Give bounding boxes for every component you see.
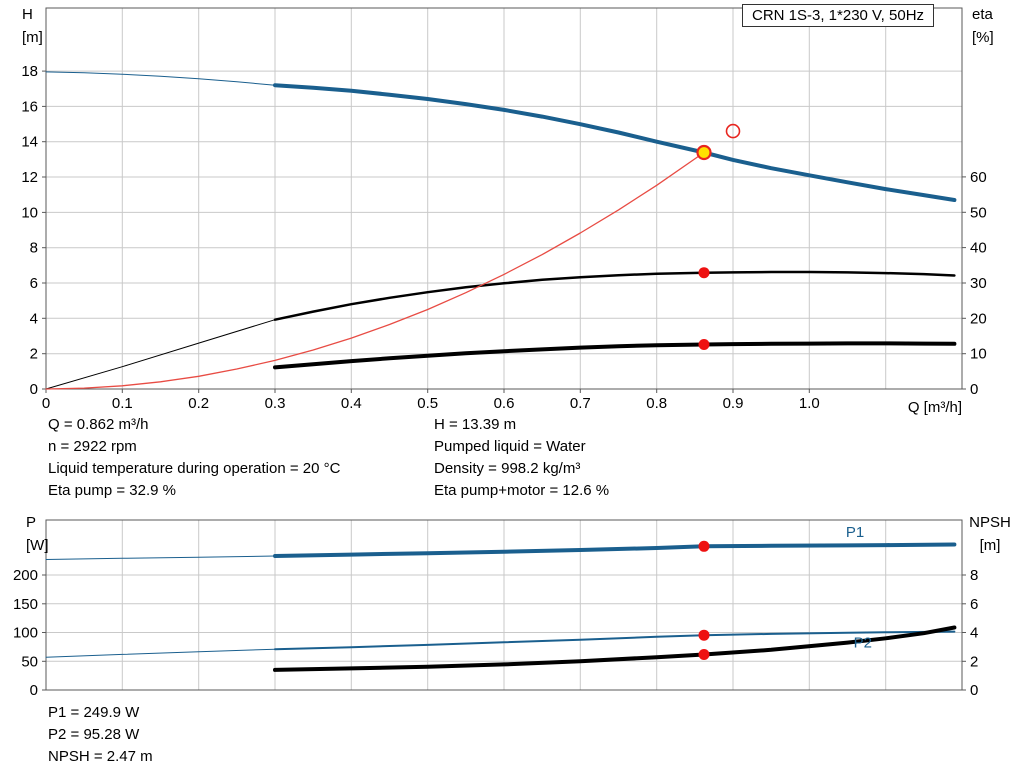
operating-data-left: Q = 0.862 m³/h n = 2922 rpm Liquid tempe… — [48, 414, 340, 502]
svg-text:10: 10 — [970, 346, 987, 363]
svg-text:0.5: 0.5 — [417, 395, 438, 412]
info-speed: n = 2922 rpm — [48, 438, 137, 455]
operating-data-right: H = 13.39 m Pumped liquid = Water Densit… — [434, 414, 609, 502]
svg-text:0.2: 0.2 — [188, 395, 209, 412]
svg-text:0: 0 — [42, 395, 50, 412]
q-axis-title: Q [m³/h] — [907, 399, 962, 416]
p-axis-title-unit: [W] — [26, 537, 49, 554]
svg-text:30: 30 — [970, 275, 987, 292]
svg-text:0: 0 — [970, 682, 978, 699]
npsh-axis-title-word: NPSH — [969, 514, 1011, 531]
eta-axis-title: eta [%] — [972, 3, 994, 49]
svg-text:14: 14 — [21, 134, 38, 151]
svg-text:0: 0 — [30, 682, 38, 699]
info-flow: Q = 0.862 m³/h — [48, 416, 149, 433]
info-eta-pump: Eta pump = 32.9 % — [48, 482, 176, 499]
svg-text:16: 16 — [21, 98, 38, 115]
svg-text:6: 6 — [970, 596, 978, 613]
npsh-axis-title-unit: [m] — [979, 537, 1001, 554]
h-axis-title: H [m] — [22, 3, 43, 49]
svg-text:0.1: 0.1 — [112, 395, 133, 412]
npsh-axis-title: NPSH [m] — [962, 511, 1018, 557]
power-data: P1 = 249.9 W P2 = 95.28 W NPSH = 2.47 m — [48, 702, 153, 768]
svg-text:0: 0 — [970, 381, 978, 398]
svg-text:2: 2 — [970, 653, 978, 670]
svg-text:4: 4 — [30, 310, 38, 327]
svg-text:4: 4 — [970, 625, 978, 642]
info-p1: P1 = 249.9 W — [48, 704, 140, 721]
svg-text:8: 8 — [970, 567, 978, 584]
svg-text:20: 20 — [970, 310, 987, 327]
svg-text:0.6: 0.6 — [494, 395, 515, 412]
info-pumped-liquid: Pumped liquid = Water — [434, 438, 586, 455]
svg-text:0.3: 0.3 — [265, 395, 286, 412]
svg-text:100: 100 — [13, 625, 38, 642]
svg-text:0: 0 — [30, 381, 38, 398]
svg-text:60: 60 — [970, 169, 987, 186]
p-axis-title-letter: P — [26, 514, 37, 531]
info-p2: P2 = 95.28 W — [48, 726, 140, 743]
svg-text:1.0: 1.0 — [799, 395, 820, 412]
svg-text:0.7: 0.7 — [570, 395, 591, 412]
power-npsh-chart: 0 50 100 150 200 0 2 4 6 8 P1 P2 — [13, 519, 978, 699]
hq-eta-chart: 0 0.1 0.2 0.3 0.4 0.5 0.6 0.7 0.8 0.9 1.0 0 2 4 6 8 10 12… — [21, 7, 987, 412]
svg-text:6: 6 — [30, 275, 38, 292]
eta-axis-title-unit: [%] — [972, 29, 994, 46]
info-npsh: NPSH = 2.47 m — [48, 748, 153, 765]
info-head: H = 13.39 m — [434, 416, 517, 433]
svg-text:40: 40 — [970, 240, 987, 257]
svg-text:50: 50 — [21, 653, 38, 670]
h-axis-title-letter: H — [22, 6, 33, 23]
svg-text:150: 150 — [13, 596, 38, 613]
svg-text:10: 10 — [21, 204, 38, 221]
svg-text:18: 18 — [21, 63, 38, 80]
svg-text:2: 2 — [30, 346, 38, 363]
svg-text:P2: P2 — [854, 635, 872, 652]
p-axis-title: P [W] — [26, 511, 49, 557]
info-eta-pump-motor: Eta pump+motor = 12.6 % — [434, 482, 610, 499]
svg-text:P1: P1 — [846, 524, 864, 541]
h-axis-title-unit: [m] — [22, 29, 43, 46]
eta-axis-title-word: eta — [972, 6, 993, 23]
svg-text:8: 8 — [30, 240, 38, 257]
svg-text:0.8: 0.8 — [646, 395, 667, 412]
svg-text:200: 200 — [13, 567, 38, 584]
svg-text:50: 50 — [970, 204, 987, 221]
svg-text:12: 12 — [21, 169, 38, 186]
svg-text:0.4: 0.4 — [341, 395, 362, 412]
info-density: Density = 998.2 kg/m³ — [434, 460, 581, 477]
info-liquid-temperature: Liquid temperature during operation = 20… — [48, 460, 341, 477]
pump-title-box: CRN 1S-3, 1*230 V, 50Hz — [742, 4, 935, 27]
svg-text:0.9: 0.9 — [723, 395, 744, 412]
